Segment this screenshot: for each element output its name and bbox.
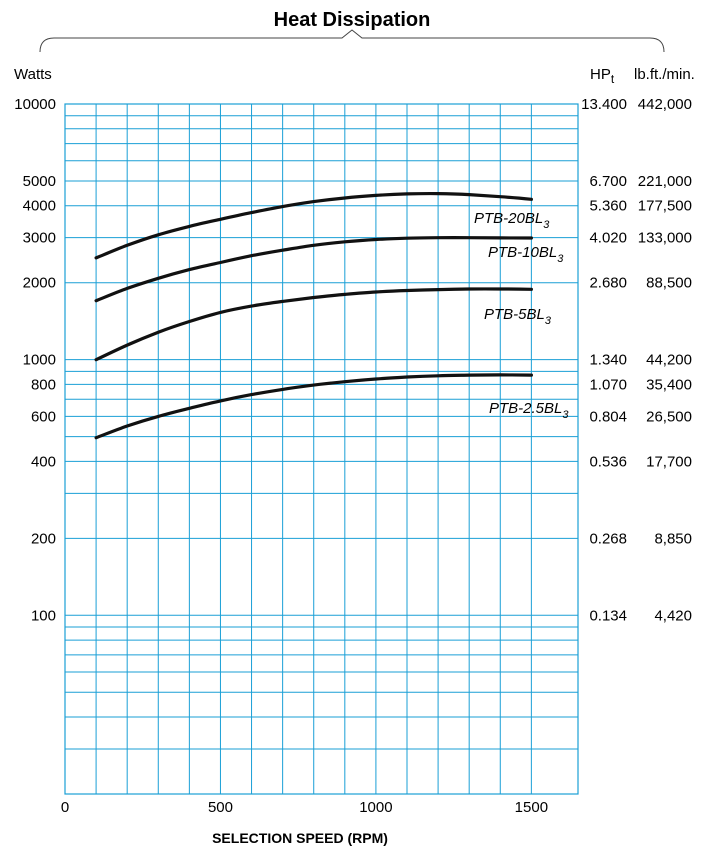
y-tick-right-hp: 1.070 bbox=[589, 376, 627, 393]
y-axis-label-hp: HPt bbox=[590, 66, 615, 86]
plot-frame bbox=[64, 103, 579, 795]
series-line-0 bbox=[94, 191, 533, 260]
y-tick-right-hp: 0.536 bbox=[589, 453, 627, 470]
vertical-grid bbox=[95, 104, 532, 794]
x-tick: 1000 bbox=[359, 799, 392, 816]
y-tick-right-lbft: 442,000 bbox=[638, 96, 692, 113]
y-tick-left: 600 bbox=[31, 408, 56, 425]
y-tick-right-lbft: 221,000 bbox=[638, 173, 692, 190]
x-tick: 0 bbox=[61, 799, 69, 816]
y-tick-left: 4000 bbox=[23, 198, 56, 215]
y-tick-left: 200 bbox=[31, 530, 56, 547]
series-label-1: PTB-10BL3 bbox=[488, 244, 564, 265]
y-tick-right-hp: 5.360 bbox=[589, 198, 627, 215]
y-tick-left: 10000 bbox=[14, 96, 56, 113]
series-line-1 bbox=[94, 236, 533, 303]
y-axis-label-watts: Watts bbox=[14, 66, 52, 83]
y-tick-right-lbft: 26,500 bbox=[646, 408, 692, 425]
series-label-0: PTB-20BL3 bbox=[474, 210, 550, 231]
y-tick-right-hp: 0.268 bbox=[589, 530, 627, 547]
y-tick-right-hp: 6.700 bbox=[589, 173, 627, 190]
y-tick-right-hp: 13.400 bbox=[581, 96, 627, 113]
x-tick: 1500 bbox=[515, 799, 548, 816]
y-tick-right-hp: 1.340 bbox=[589, 352, 627, 369]
series-labels: PTB-20BL3 PTB-10BL3 PTB-5BL3 PTB-2.5BL3 bbox=[474, 210, 569, 421]
horizontal-grid bbox=[65, 103, 578, 795]
y-tick-right-lbft: 17,700 bbox=[646, 453, 692, 470]
y-tick-right-lbft: 133,000 bbox=[638, 230, 692, 247]
y-axis-label-lbft: lb.ft./min. bbox=[634, 66, 695, 83]
x-tick: 500 bbox=[208, 799, 233, 816]
y-tick-right-lbft: 44,200 bbox=[646, 352, 692, 369]
right-tick-labels: 13.400 442,000 6.700 221,000 5.360 177,500 4.0… bbox=[581, 96, 692, 624]
y-tick-right-lbft: 4,420 bbox=[654, 607, 692, 624]
y-tick-left: 100 bbox=[31, 607, 56, 624]
y-tick-left: 400 bbox=[31, 453, 56, 470]
y-tick-right-hp: 0.134 bbox=[589, 607, 627, 624]
y-tick-left: 1000 bbox=[23, 352, 56, 369]
y-tick-right-lbft: 177,500 bbox=[638, 198, 692, 215]
chart-title: Heat Dissipation bbox=[274, 9, 431, 31]
y-tick-left: 800 bbox=[31, 376, 56, 393]
series-label-3: PTB-2.5BL3 bbox=[489, 400, 569, 421]
series-line-2 bbox=[94, 287, 533, 362]
y-tick-right-lbft: 8,850 bbox=[654, 530, 692, 547]
series-line-3 bbox=[94, 373, 533, 440]
title-brace bbox=[39, 29, 665, 53]
x-tick-labels: 0 500 1000 1500 bbox=[61, 799, 548, 816]
y-tick-right-hp: 4.020 bbox=[589, 230, 627, 247]
y-tick-left: 5000 bbox=[23, 173, 56, 190]
y-tick-left: 3000 bbox=[23, 230, 56, 247]
y-tick-right-lbft: 35,400 bbox=[646, 376, 692, 393]
hp-main: HP bbox=[590, 66, 611, 83]
y-tick-right-lbft: 88,500 bbox=[646, 275, 692, 292]
left-tick-labels: 10000 5000 4000 3000 2000 1000 800 600 400 200 100 bbox=[14, 96, 56, 624]
y-tick-left: 2000 bbox=[23, 275, 56, 292]
x-axis-label: SELECTION SPEED (RPM) bbox=[212, 830, 388, 846]
y-tick-right-hp: 2.680 bbox=[589, 275, 627, 292]
series-label-2: PTB-5BL3 bbox=[484, 306, 552, 327]
hp-sub: t bbox=[611, 72, 615, 86]
y-tick-right-hp: 0.804 bbox=[589, 408, 627, 425]
series-curves bbox=[94, 191, 533, 440]
